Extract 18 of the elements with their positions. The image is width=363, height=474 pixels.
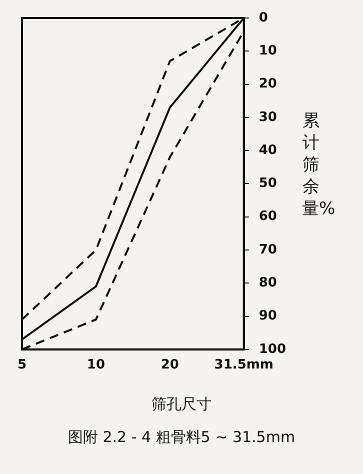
y-tick-label: 60 [258, 209, 277, 224]
x-tick-label: 5 [17, 358, 27, 373]
y-tick-label: 90 [258, 308, 277, 324]
y-tick-label: 70 [258, 242, 277, 258]
x-tick-label: 20 [160, 358, 179, 373]
y-tick-label: 30 [258, 110, 277, 125]
y-axis-title: 累计筛余量% [302, 110, 336, 220]
y-tick-label: 50 [258, 176, 277, 192]
x-tick-label: 10 [86, 358, 105, 373]
text: 图附 2.2 - 4 粗骨料5 ~ 31.5mm [66, 428, 296, 447]
y-tick-label: 10 [258, 44, 277, 59]
y-tick-label: 0 [258, 10, 268, 26]
y-tick-label: 100 [258, 342, 286, 357]
x-tick-label: 31.5mm [214, 358, 274, 373]
y-tick-label: 40 [258, 142, 277, 158]
y-tick-label: 20 [258, 76, 277, 92]
x-axis-title: 筛孔尺寸 [150, 395, 212, 414]
y-tick-label: 80 [258, 275, 277, 290]
